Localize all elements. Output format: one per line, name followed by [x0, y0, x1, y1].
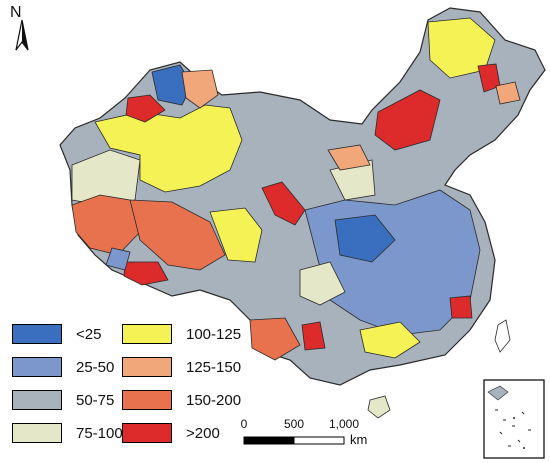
- region-yunnan-red: [301, 321, 326, 351]
- region-inner-mongolia-red: [374, 89, 441, 151]
- region-gansu-red: [261, 181, 306, 226]
- region-ningxia-orange: [327, 144, 371, 171]
- region-tibet-central: [129, 199, 226, 271]
- north-label: N: [10, 4, 22, 21]
- legend-item-100-125: 100-125: [122, 323, 241, 345]
- scale-bar: [243, 436, 345, 445]
- legend-item-150-200: 150-200: [122, 389, 241, 411]
- region-xinjiang-orange: [181, 69, 219, 109]
- scale-tick-0: 0: [240, 417, 248, 431]
- region-southeast-yellow: [359, 321, 421, 359]
- legend-label: 150-200: [186, 391, 242, 409]
- legend-swatch: [12, 357, 62, 377]
- region-xinjiang-yellow: [94, 104, 243, 193]
- legend-item-gt200: >200: [122, 422, 220, 444]
- region-yunnan-orange: [249, 317, 301, 361]
- scale-tick-1000: 1,000: [328, 417, 360, 431]
- taiwan-island: [494, 319, 511, 353]
- legend-label: <25: [76, 325, 102, 343]
- south-china-sea-inset: [483, 379, 545, 459]
- region-tibet-south-blue: [105, 247, 131, 271]
- north-arrow-icon: [15, 19, 29, 51]
- scale-unit: km: [350, 432, 368, 447]
- legend-swatch: [122, 390, 172, 410]
- region-qinghai-yellow: [209, 207, 263, 263]
- region-south-pale: [299, 261, 346, 306]
- legend-label: 100-125: [186, 325, 242, 343]
- legend-item-75-100: 75-100: [12, 422, 123, 444]
- hainan-island: [367, 395, 391, 419]
- legend-item-50-75: 50-75: [12, 389, 114, 411]
- scale-tick-500: 500: [283, 417, 305, 431]
- legend-item-25-50: 25-50: [12, 356, 114, 378]
- legend-label: >200: [186, 424, 220, 442]
- legend-item-lt25: <25: [12, 323, 101, 345]
- region-southeast-red: [449, 295, 473, 319]
- region-east-dark-blue: [334, 214, 396, 263]
- legend-swatch: [122, 324, 172, 344]
- legend-swatch: [122, 423, 172, 443]
- region-northeast-orange: [495, 81, 521, 105]
- region-tibet-west: [71, 194, 141, 256]
- region-tibet-south-red: [123, 261, 169, 286]
- legend-label: 50-75: [76, 391, 115, 409]
- legend-label: 25-50: [76, 358, 115, 376]
- legend-swatch: [122, 357, 172, 377]
- legend-item-125-150: 125-150: [122, 356, 241, 378]
- region-xinjiang-red: [125, 94, 166, 123]
- legend-swatch: [12, 390, 62, 410]
- legend-label: 75-100: [76, 424, 123, 442]
- legend-swatch: [12, 423, 62, 443]
- legend-label: 125-150: [186, 358, 242, 376]
- legend-swatch: [12, 324, 62, 344]
